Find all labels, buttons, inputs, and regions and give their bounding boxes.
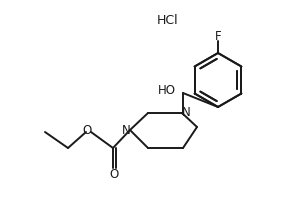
Text: N: N <box>122 124 130 136</box>
Text: F: F <box>215 29 221 42</box>
Text: O: O <box>109 168 119 181</box>
Text: O: O <box>82 125 92 138</box>
Text: HO: HO <box>158 84 176 97</box>
Text: HCl: HCl <box>157 14 179 27</box>
Text: N: N <box>182 107 190 120</box>
